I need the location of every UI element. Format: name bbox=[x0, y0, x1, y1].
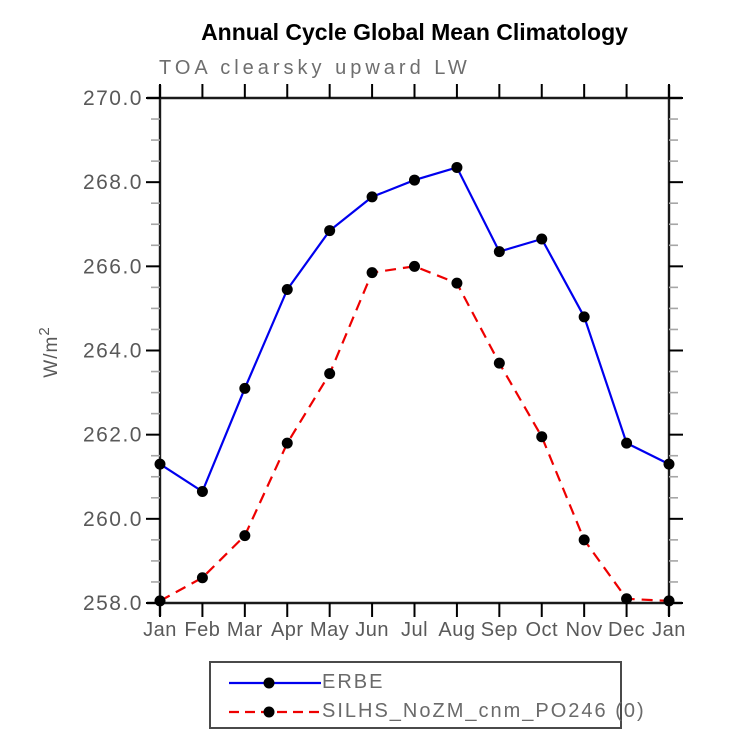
x-tick-label: Nov bbox=[566, 619, 603, 641]
x-tick-label: Apr bbox=[271, 619, 304, 641]
y-tick-label: 258.0 bbox=[83, 592, 143, 615]
x-tick-label: Sep bbox=[481, 619, 518, 641]
data-point-ERBE bbox=[324, 225, 336, 237]
data-point-SILHS_NoZM_cnm_PO246 (0) bbox=[366, 267, 378, 279]
x-tick-label: Aug bbox=[438, 619, 475, 641]
data-point-ERBE bbox=[196, 485, 208, 497]
legend-label-erbe: ERBE bbox=[322, 671, 385, 693]
data-point-ERBE bbox=[621, 437, 633, 449]
data-point-SILHS_NoZM_cnm_PO246 (0) bbox=[493, 357, 505, 369]
data-point-ERBE bbox=[366, 191, 378, 203]
data-point-SILHS_NoZM_cnm_PO246 (0) bbox=[663, 595, 675, 607]
data-point-ERBE bbox=[281, 283, 293, 295]
x-tick-label: Dec bbox=[608, 619, 645, 641]
y-tick-label: 260.0 bbox=[83, 508, 143, 531]
chart-title: Annual Cycle Global Mean Climatology bbox=[201, 19, 628, 45]
data-point-SILHS_NoZM_cnm_PO246 (0) bbox=[154, 595, 166, 607]
plot-area: Jan Feb Mar Apr May Jun Jul Aug Sep Oct Nov Dec Jan2… bbox=[36, 84, 686, 641]
data-point-ERBE bbox=[409, 174, 420, 186]
data-point-ERBE bbox=[154, 458, 166, 470]
data-point-ERBE bbox=[451, 161, 463, 173]
data-point-ERBE bbox=[493, 246, 505, 258]
y-tick-label: 266.0 bbox=[83, 255, 143, 278]
data-point-ERBE bbox=[536, 233, 548, 245]
x-tick-label: May bbox=[310, 619, 349, 641]
x-tick-label: Jan bbox=[652, 619, 686, 641]
data-point-SILHS_NoZM_cnm_PO246 (0) bbox=[409, 260, 420, 272]
legend-item-erbe: ERBE bbox=[229, 668, 620, 697]
legend-marker bbox=[263, 706, 275, 717]
x-tick-label: Oct bbox=[525, 619, 558, 641]
data-point-SILHS_NoZM_cnm_PO246 (0) bbox=[239, 530, 251, 542]
y-tick-label: 264.0 bbox=[83, 340, 143, 363]
data-point-SILHS_NoZM_cnm_PO246 (0) bbox=[578, 534, 590, 546]
y-tick-label: 268.0 bbox=[83, 171, 143, 194]
data-point-SILHS_NoZM_cnm_PO246 (0) bbox=[621, 593, 633, 605]
data-point-SILHS_NoZM_cnm_PO246 (0) bbox=[324, 368, 336, 380]
series-line-ERBE bbox=[159, 166, 670, 494]
data-point-SILHS_NoZM_cnm_PO246 (0) bbox=[281, 437, 293, 449]
legend-label-silhs: SILHS_NoZM_cnm_PO246 (0) bbox=[322, 700, 646, 722]
data-point-SILHS_NoZM_cnm_PO246 (0) bbox=[451, 277, 463, 289]
x-tick-label: Mar bbox=[227, 619, 263, 641]
data-point-ERBE bbox=[578, 311, 590, 323]
legend-item-silhs: SILHS_NoZM_cnm_PO246 (0) bbox=[229, 697, 644, 726]
x-tick-label: Jul bbox=[401, 619, 428, 641]
y-tick-label: 262.0 bbox=[83, 424, 143, 447]
chart-subtitle: TOA clearsky upward LW bbox=[159, 57, 471, 79]
x-tick-label: Feb bbox=[184, 619, 220, 641]
legend-marker bbox=[263, 677, 275, 688]
data-point-SILHS_NoZM_cnm_PO246 (0) bbox=[536, 431, 548, 443]
legend: ERBE SILHS_NoZM_cnm_PO246 (0) bbox=[209, 661, 644, 729]
data-point-ERBE bbox=[239, 382, 251, 394]
series-line-SILHS_NoZM_cnm_PO246 (0) bbox=[159, 265, 670, 602]
y-tick-label: 270.0 bbox=[83, 87, 143, 110]
data-point-SILHS_NoZM_cnm_PO246 (0) bbox=[196, 572, 208, 584]
data-point-ERBE bbox=[663, 458, 675, 470]
legend-line-sample-erbe bbox=[229, 677, 321, 688]
x-tick-label: Jan bbox=[143, 619, 177, 641]
legend-line-sample-silhs bbox=[229, 706, 321, 717]
y-axis-title: W/m2 bbox=[36, 326, 62, 377]
x-tick-label: Jun bbox=[355, 619, 389, 641]
